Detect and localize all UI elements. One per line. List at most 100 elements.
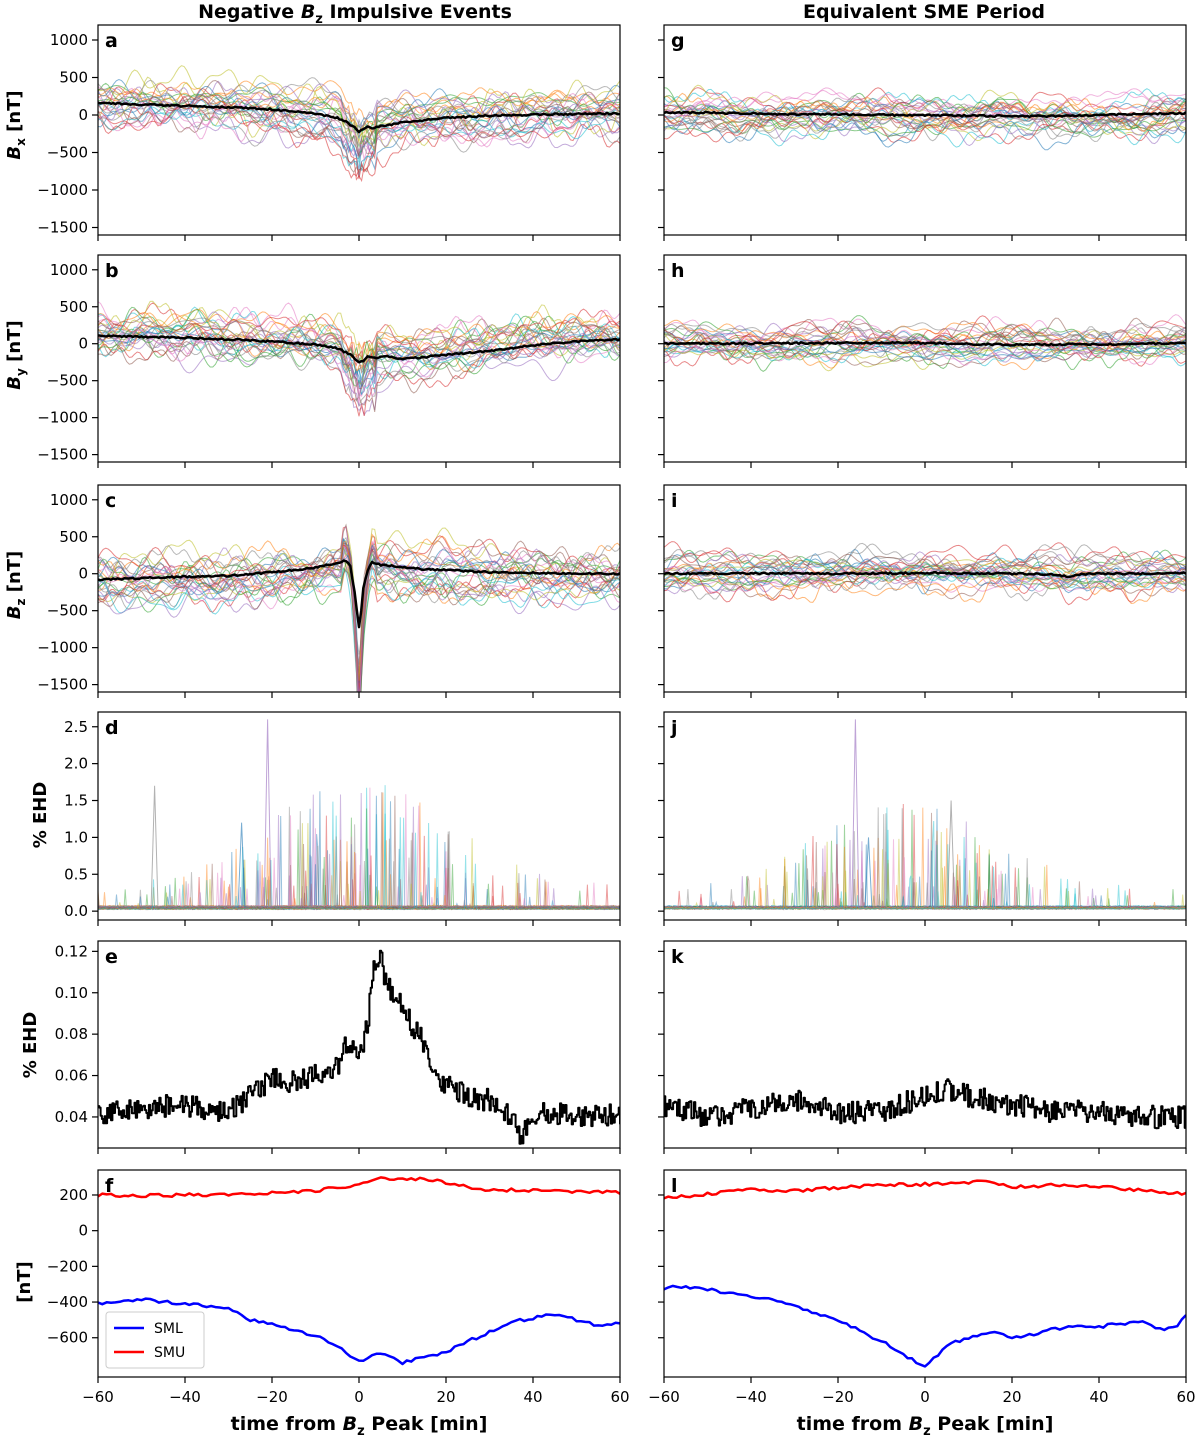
ensemble-line [864, 837, 873, 908]
column-title-right: Equivalent SME Period [803, 1, 1045, 23]
ensemble-line [98, 801, 620, 909]
y-tick-label: 0 [78, 1222, 88, 1240]
ensemble-line [664, 335, 1186, 355]
ensemble-line [664, 829, 1186, 910]
ensemble-line [98, 564, 620, 692]
series-line-sml [664, 1284, 1186, 1368]
panel-i: i [658, 484, 1187, 698]
ylabel-row-2: By [nT] [4, 320, 28, 389]
ensemble-line [98, 835, 620, 911]
y-tick-label: 0.12 [55, 942, 88, 960]
ylabel-row-4: % EHD [30, 782, 51, 849]
ensemble-line [664, 317, 1186, 354]
ensemble-line [664, 322, 1186, 342]
plot-area [98, 65, 620, 183]
ensemble-line [664, 103, 1186, 147]
ensemble-line [98, 787, 620, 909]
ensemble-line [98, 555, 620, 692]
y-tick-label: 0.04 [55, 1108, 88, 1126]
panel-letter: l [671, 1175, 678, 1197]
ensemble-line [98, 536, 620, 665]
ensemble-line [150, 785, 159, 908]
ylabel-row-1: Bx [nT] [4, 90, 28, 159]
ensemble-line [664, 856, 1186, 911]
y-tick-label: 0.08 [55, 1025, 88, 1043]
y-tick-label: 500 [59, 298, 88, 316]
x-tick-label: 20 [436, 1388, 455, 1406]
x-tick-label: 20 [1002, 1388, 1021, 1406]
plot-area [98, 1176, 620, 1366]
ensemble-line [98, 95, 620, 179]
y-tick-label: 0.10 [55, 984, 88, 1002]
plot-area [664, 314, 1186, 373]
ensemble-line [664, 812, 1186, 910]
y-tick-label: 0.5 [64, 865, 88, 883]
svg-text:Negative Bz Impulsive Events: Negative Bz Impulsive Events [198, 1, 512, 27]
ensemble-line [237, 822, 246, 908]
x-tick-label: 60 [610, 1388, 629, 1406]
ensemble-line [664, 84, 1186, 136]
ensemble-line [664, 831, 1186, 909]
series-line-sml [98, 1297, 620, 1366]
svg-text:Bz [nT]: Bz [nT] [4, 551, 28, 620]
ensemble-line [98, 836, 620, 909]
panel-l: l [658, 1169, 1187, 1383]
panel-g: g [658, 24, 1187, 241]
ensemble-line [664, 814, 1186, 909]
mean-line [664, 110, 1186, 119]
mean-line [664, 571, 1186, 579]
y-tick-label: 0 [78, 335, 88, 353]
panel-a: 1000 500 0 −500 −1000 −1500 a [37, 24, 621, 241]
x-tick-label: −20 [256, 1388, 288, 1406]
panel-letter: k [671, 946, 684, 968]
ensemble-line [664, 566, 1186, 595]
ensemble-line [664, 94, 1186, 127]
ensemble-line [98, 539, 620, 692]
ensemble-line [98, 868, 620, 910]
ensemble-line [98, 808, 620, 909]
svg-text:time from Bz Peak [min]: time from Bz Peak [min] [797, 1413, 1054, 1435]
x-tick-label: 0 [920, 1388, 930, 1406]
y-tick-label: −200 [47, 1257, 88, 1275]
y-tick-label: 1000 [50, 31, 88, 49]
y-tick-label: −1000 [37, 639, 88, 657]
ensemble-line [98, 301, 620, 404]
ensemble-line [664, 549, 1186, 578]
ensemble-line [664, 838, 1186, 911]
series-line-smu [98, 1176, 620, 1199]
ensemble-line [98, 561, 620, 692]
ensemble-line [664, 850, 1186, 909]
ensemble-line [664, 847, 1186, 910]
ensemble-line [664, 839, 1186, 911]
ensemble-line [98, 787, 620, 911]
mean-line [664, 340, 1186, 347]
legend: SML SMU [105, 1311, 205, 1369]
ensemble-line [664, 821, 1186, 909]
plot-area [664, 1179, 1186, 1368]
ensemble-line [664, 814, 1186, 909]
ensemble-line [98, 65, 620, 153]
ensemble-line [664, 876, 1186, 910]
y-tick-label: −1000 [37, 181, 88, 199]
series-line-smu [664, 1179, 1186, 1200]
ensemble-line [664, 855, 1186, 911]
ensemble-line [664, 803, 1186, 910]
ensemble-line [664, 840, 1186, 910]
panels: 1000 500 0 −500 −1000 −1500 a g 1000 500 0 −500 −100… [37, 24, 1187, 1383]
y-tick-label: 500 [59, 69, 88, 87]
y-tick-label: −500 [47, 372, 88, 390]
y-tick-label: 1000 [50, 491, 88, 509]
ensemble-line [98, 822, 620, 909]
panel-letter: c [105, 490, 116, 512]
panel-d: 2.5 2.0 1.5 1.0 0.5 0.0 d [64, 711, 621, 926]
ensemble-line [664, 569, 1186, 587]
panel-letter: b [105, 260, 119, 282]
panel-h: h [658, 254, 1187, 468]
ensemble-line [664, 839, 1186, 911]
ensemble-line [664, 880, 1186, 910]
ylabel-row-5: % EHD [20, 1012, 41, 1079]
mean-line [98, 334, 620, 364]
column-title-left: Negative Bz Impulsive Events [198, 1, 512, 27]
ensemble-line [98, 792, 620, 911]
y-tick-label: −1000 [37, 409, 88, 427]
